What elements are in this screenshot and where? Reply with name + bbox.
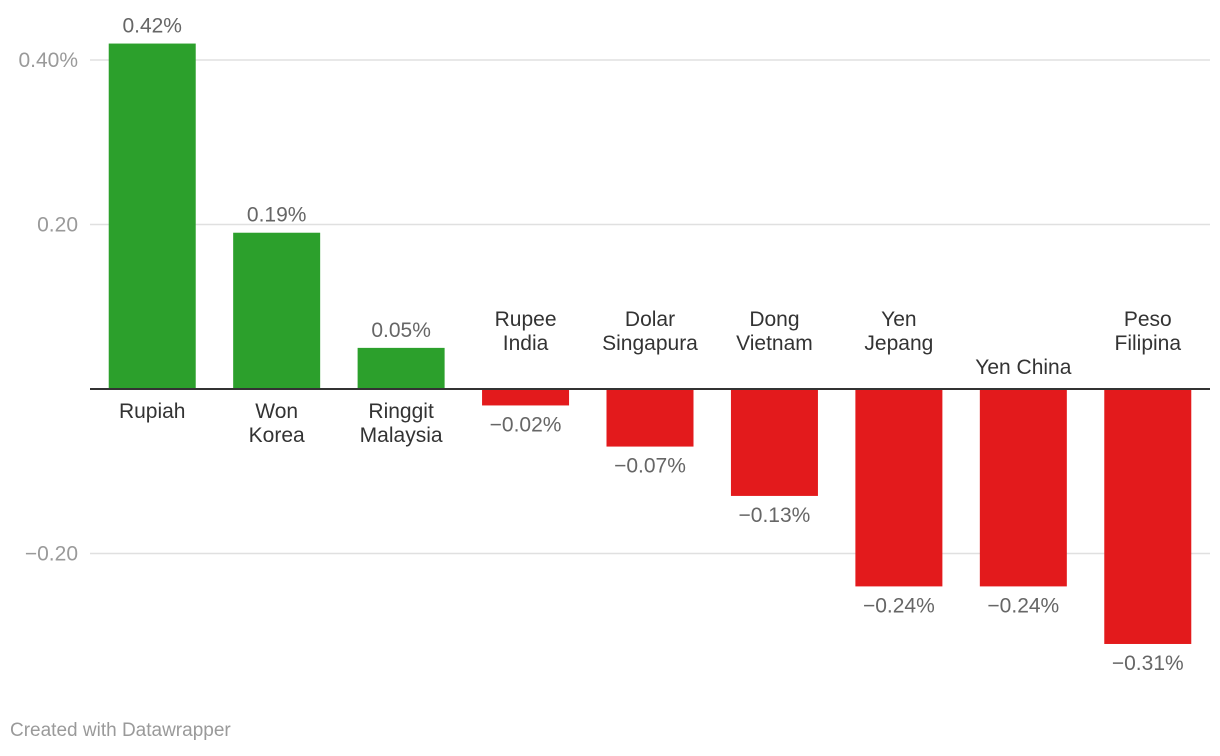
- bar: [979, 389, 1067, 587]
- category-label: Yen China: [975, 356, 1071, 379]
- bar: [855, 389, 943, 587]
- credit-text: Created with Datawrapper: [10, 720, 231, 741]
- value-label: −0.24%: [863, 594, 935, 617]
- value-label: −0.31%: [1112, 652, 1184, 675]
- y-tick-label: 0.20: [37, 214, 78, 237]
- value-label: −0.13%: [739, 504, 811, 527]
- category-label: Singapura: [602, 332, 698, 355]
- bar: [233, 232, 321, 389]
- category-label: Dolar: [625, 308, 675, 331]
- value-label: 0.05%: [371, 319, 431, 342]
- bar: [357, 347, 445, 389]
- category-label: Korea: [249, 424, 305, 447]
- bar: [730, 389, 818, 496]
- category-label: Won: [255, 400, 298, 423]
- value-label: 0.19%: [247, 204, 307, 227]
- category-label: Ringgit: [368, 400, 434, 423]
- bar: [108, 43, 196, 390]
- category-label: Dong: [749, 308, 799, 331]
- value-label: 0.42%: [122, 15, 182, 38]
- value-label: −0.02%: [490, 413, 562, 436]
- category-label: Vietnam: [736, 332, 813, 355]
- bar: [482, 389, 570, 406]
- bar: [606, 389, 694, 447]
- category-label: India: [503, 332, 549, 355]
- y-tick-label: −0.20: [25, 543, 78, 566]
- value-label: −0.24%: [987, 594, 1059, 617]
- category-label: Rupiah: [119, 400, 186, 423]
- category-label: Malaysia: [360, 424, 443, 447]
- bar: [1104, 389, 1192, 644]
- category-label: Filipina: [1115, 332, 1182, 355]
- category-label: Jepang: [864, 332, 933, 355]
- value-label: −0.07%: [614, 455, 686, 478]
- y-tick-label: 0.40%: [18, 49, 78, 72]
- category-label: Peso: [1124, 308, 1172, 331]
- bars: [90, 43, 1210, 644]
- category-label: Rupee: [495, 308, 557, 331]
- category-label: Yen: [881, 308, 916, 331]
